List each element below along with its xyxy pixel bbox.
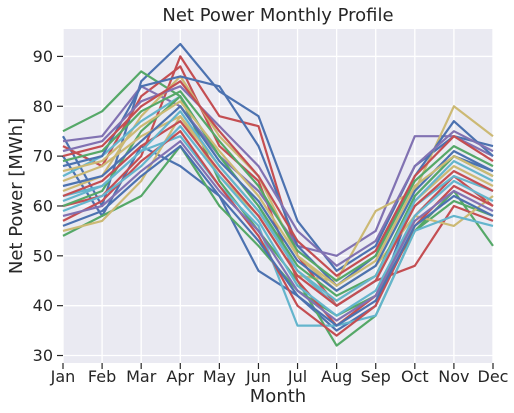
x-tick-label: Jul: [287, 367, 307, 386]
y-tick-label: 30: [33, 346, 53, 365]
x-tick-label: Dec: [478, 367, 509, 386]
series-line-24: [62, 145, 494, 327]
y-tick-label: 50: [33, 246, 53, 265]
y-tick-label: 70: [33, 147, 53, 166]
x-axis-label: Month: [250, 386, 306, 407]
x-tick-label: Feb: [88, 367, 116, 386]
y-tick-label: 40: [33, 296, 53, 315]
x-tick-label: Aug: [321, 367, 352, 386]
series-lines: [62, 42, 494, 347]
series-line-14: [62, 130, 494, 337]
series-line-15: [62, 85, 494, 267]
x-tick-label: Nov: [438, 367, 469, 386]
x-tick-label: Oct: [401, 367, 429, 386]
x-tick-label: Apr: [166, 367, 194, 386]
x-tick-label: Sep: [361, 367, 391, 386]
series-line-19: [62, 90, 494, 282]
x-tick-label: Jan: [50, 367, 76, 386]
series-line-17: [62, 125, 494, 317]
y-tick-label: 90: [33, 47, 53, 66]
x-tick-label: Jun: [245, 367, 271, 386]
series-line-20: [62, 120, 494, 307]
x-tick-label: May: [203, 367, 236, 386]
series-line-22: [62, 100, 494, 287]
y-tick-label: 60: [33, 196, 53, 215]
y-axis-label: Net Power [MWh]: [6, 118, 27, 274]
x-tick-label: Mar: [126, 367, 157, 386]
x-axis-ticks: Jan Feb Mar Apr May Jun Jul Aug Sep Oct Nov Dec: [50, 363, 509, 386]
series-line-12: [62, 75, 494, 287]
y-tick-label: 80: [33, 97, 53, 116]
series-line-5: [62, 55, 494, 307]
series-line-21: [62, 140, 494, 322]
series-line-25: [62, 80, 494, 277]
series-line-3: [62, 70, 494, 347]
y-axis-ticks: 30 40 50 60 70 80 90: [33, 47, 63, 365]
series-line-18: [62, 105, 494, 292]
chart-title: Net Power Monthly Profile: [162, 5, 393, 26]
series-line-23: [62, 110, 494, 302]
